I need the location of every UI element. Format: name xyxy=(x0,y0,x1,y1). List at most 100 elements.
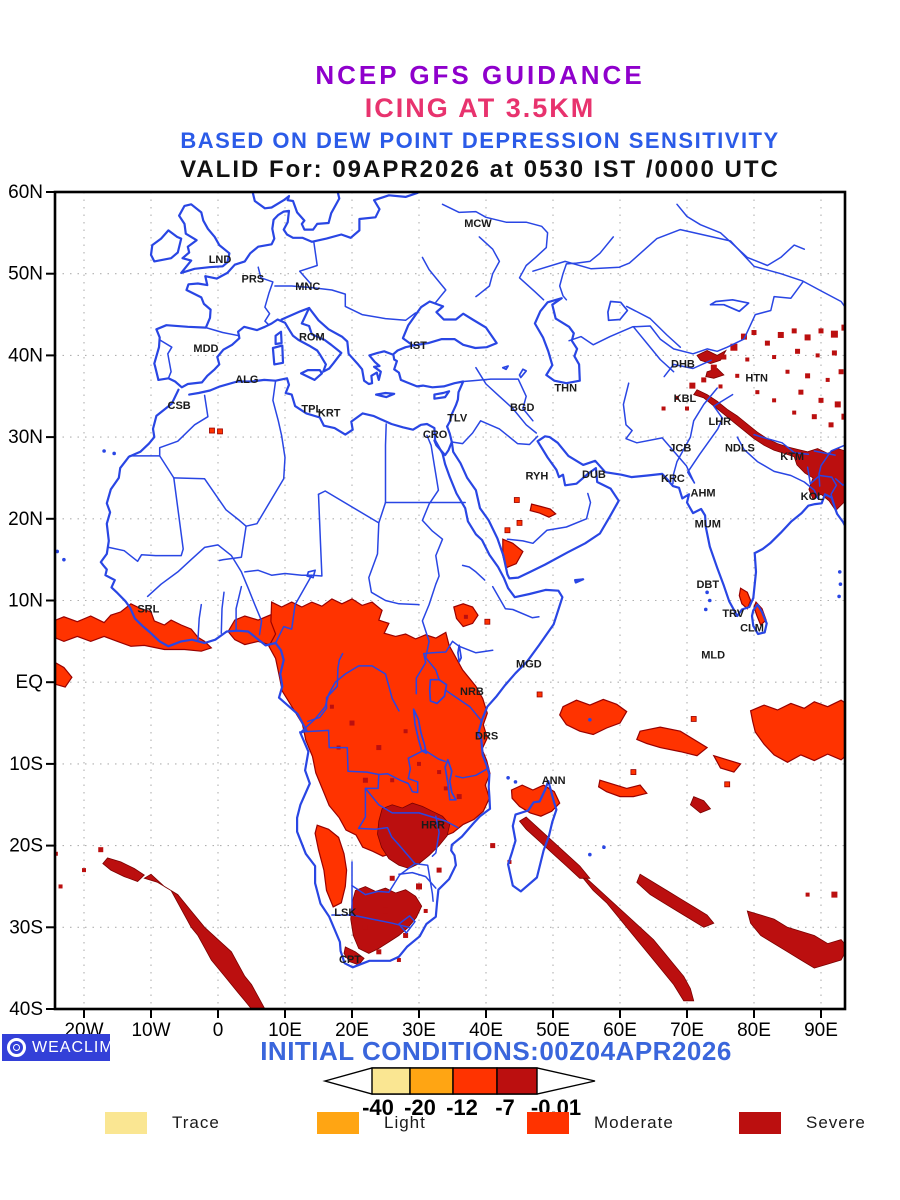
icing-speck-severe xyxy=(791,328,797,334)
icing-speck-severe xyxy=(443,786,448,791)
border-or-river-line xyxy=(331,914,410,929)
island-dot xyxy=(588,852,592,857)
border-or-river-line xyxy=(431,815,440,857)
border-or-river-line xyxy=(625,305,682,348)
city-label-prs: PRS xyxy=(242,274,265,286)
icing-speck-severe xyxy=(751,330,757,336)
icing-speck-severe xyxy=(811,414,817,420)
icing-speck-severe xyxy=(423,908,428,913)
icing-region-moderate xyxy=(314,824,348,908)
icing-speck-severe xyxy=(718,384,723,389)
border-or-river-line xyxy=(357,826,416,865)
border-or-river-line xyxy=(384,423,387,504)
icing-speck-severe xyxy=(362,924,368,930)
border-or-river-line xyxy=(451,640,494,654)
border-or-river-line xyxy=(491,585,540,619)
border-or-river-line xyxy=(298,729,380,830)
colorbar-cell-severe xyxy=(496,1067,538,1095)
border-or-river-line xyxy=(298,241,318,285)
icing-region-severe xyxy=(636,873,715,928)
lon-tick-label: 10E xyxy=(268,1020,302,1041)
icing-speck-severe xyxy=(490,843,496,849)
icing-region-moderate xyxy=(712,754,742,773)
island-dot xyxy=(112,451,116,456)
lake-outline xyxy=(457,644,463,663)
legend-item-moderate: Moderate xyxy=(527,1112,674,1134)
border-or-river-line xyxy=(834,478,845,487)
legend-item-severe: Severe xyxy=(739,1112,866,1134)
city-label-clm: CLM xyxy=(740,622,764,634)
icing-speck-severe xyxy=(730,343,738,351)
initial-conditions-text: INITIAL CONDITIONS:00Z04APR2026 xyxy=(260,1036,732,1066)
lon-tick-label: 50E xyxy=(536,1020,570,1041)
border-or-river-line xyxy=(146,544,263,636)
border-or-river-line xyxy=(220,591,225,634)
island-dot xyxy=(506,775,510,780)
border-or-river-line xyxy=(686,393,734,484)
city-label-ktm: KTM xyxy=(780,451,804,463)
border-or-river-line xyxy=(445,689,482,721)
icing-speck-moderate xyxy=(536,691,543,698)
coastline xyxy=(750,603,768,636)
icing-speck-severe xyxy=(362,777,368,783)
city-label-mcw: MCW xyxy=(464,218,492,230)
icing-speck-severe xyxy=(417,761,421,766)
icing-region-moderate xyxy=(55,661,73,688)
border-or-river-line xyxy=(368,522,420,606)
island-dot xyxy=(837,570,842,574)
icing-speck-severe xyxy=(390,778,395,783)
icing-region-severe xyxy=(518,816,591,879)
city-label-mum: MUM xyxy=(695,519,721,531)
colorbar: -40 -20 -12 -7 -0.01 xyxy=(322,1067,596,1120)
icing-speck-severe xyxy=(701,377,707,383)
icing-region-severe xyxy=(582,877,695,1002)
border-or-river-line xyxy=(274,285,417,322)
border-or-river-line xyxy=(818,444,845,487)
lake-outline xyxy=(444,758,457,801)
icing-region-severe xyxy=(689,796,712,814)
colorbar-value: -7 xyxy=(495,1095,515,1120)
city-label-mdd: MDD xyxy=(193,343,218,355)
coastline xyxy=(300,369,323,381)
city-label-alg: ALG xyxy=(235,374,258,386)
icing-speck-severe xyxy=(349,720,355,726)
icing-speck-severe xyxy=(721,354,727,360)
icing-speck-severe xyxy=(841,413,845,420)
coastline-layer xyxy=(55,192,845,969)
lat-tick-label: 20N xyxy=(8,509,43,530)
icing-speck-severe xyxy=(772,398,777,403)
icing-speck-severe xyxy=(792,410,797,415)
icing-region-severe xyxy=(377,802,451,869)
lon-tick-label: 70E xyxy=(670,1020,704,1041)
icing-speck-severe xyxy=(838,369,844,375)
island-dot xyxy=(707,598,712,603)
border-or-river-line xyxy=(568,281,804,355)
lat-tick-label: EQ xyxy=(16,672,43,693)
legend-label: Light xyxy=(384,1113,426,1132)
border-or-river-line xyxy=(257,266,274,326)
border-or-river-line xyxy=(272,379,286,480)
icing-speck-moderate xyxy=(504,527,511,534)
border-or-river-line xyxy=(398,871,437,889)
city-label-jcb: JCB xyxy=(669,443,691,455)
lat-tick-label: 30S xyxy=(9,917,43,938)
icing-speck-moderate xyxy=(484,618,491,625)
icing-speck-severe xyxy=(849,435,854,440)
island-dot xyxy=(55,549,59,554)
lon-tick-label: 0 xyxy=(213,1020,224,1041)
lake-outline xyxy=(518,368,528,379)
lat-tick-label: 50N xyxy=(8,264,43,285)
coastline xyxy=(99,377,564,969)
border-or-river-line xyxy=(421,256,447,304)
map-frame xyxy=(53,190,847,1011)
valid-time-title: VALID For: 09APR2026 at 0530 IST /0000 U… xyxy=(180,156,780,183)
coastline xyxy=(157,306,343,389)
border-or-river-line xyxy=(441,203,549,301)
map-border xyxy=(53,190,847,1011)
icing-region-moderate xyxy=(55,603,213,652)
city-label-dbt: DBT xyxy=(696,579,719,591)
border-or-river-line xyxy=(274,574,313,644)
island-dot xyxy=(602,845,606,850)
coastline xyxy=(533,297,581,385)
